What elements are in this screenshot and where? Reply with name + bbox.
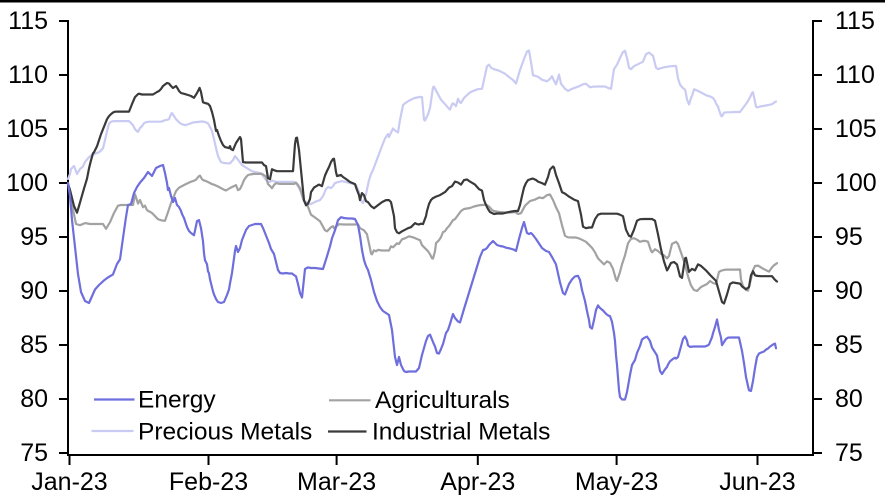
svg-text:Jun-23: Jun-23 — [719, 468, 795, 496]
svg-text:115: 115 — [8, 7, 48, 35]
svg-text:100: 100 — [6, 169, 48, 197]
svg-text:85: 85 — [835, 331, 863, 359]
svg-text:Mar-23: Mar-23 — [297, 468, 376, 496]
svg-text:Apr-23: Apr-23 — [440, 468, 515, 496]
svg-text:80: 80 — [835, 385, 863, 413]
svg-text:75: 75 — [835, 439, 863, 467]
svg-text:100: 100 — [835, 169, 877, 197]
svg-text:Agriculturals: Agriculturals — [375, 387, 510, 414]
svg-text:Precious Metals: Precious Metals — [138, 419, 312, 446]
svg-text:Jan-23: Jan-23 — [31, 468, 107, 496]
svg-text:105: 105 — [6, 115, 48, 143]
svg-text:95: 95 — [835, 223, 863, 251]
svg-text:105: 105 — [835, 115, 877, 143]
svg-text:Industrial Metals: Industrial Metals — [372, 419, 550, 446]
svg-text:85: 85 — [20, 331, 48, 359]
svg-text:Energy: Energy — [138, 386, 216, 413]
svg-text:May-23: May-23 — [575, 468, 658, 496]
svg-text:110: 110 — [8, 61, 48, 89]
svg-text:95: 95 — [20, 223, 48, 251]
svg-text:80: 80 — [20, 385, 48, 413]
svg-text:Feb-23: Feb-23 — [169, 468, 248, 496]
svg-text:90: 90 — [20, 277, 48, 305]
svg-text:90: 90 — [835, 277, 863, 305]
svg-text:115: 115 — [835, 7, 875, 35]
svg-text:75: 75 — [20, 439, 48, 467]
svg-text:110: 110 — [835, 61, 875, 89]
